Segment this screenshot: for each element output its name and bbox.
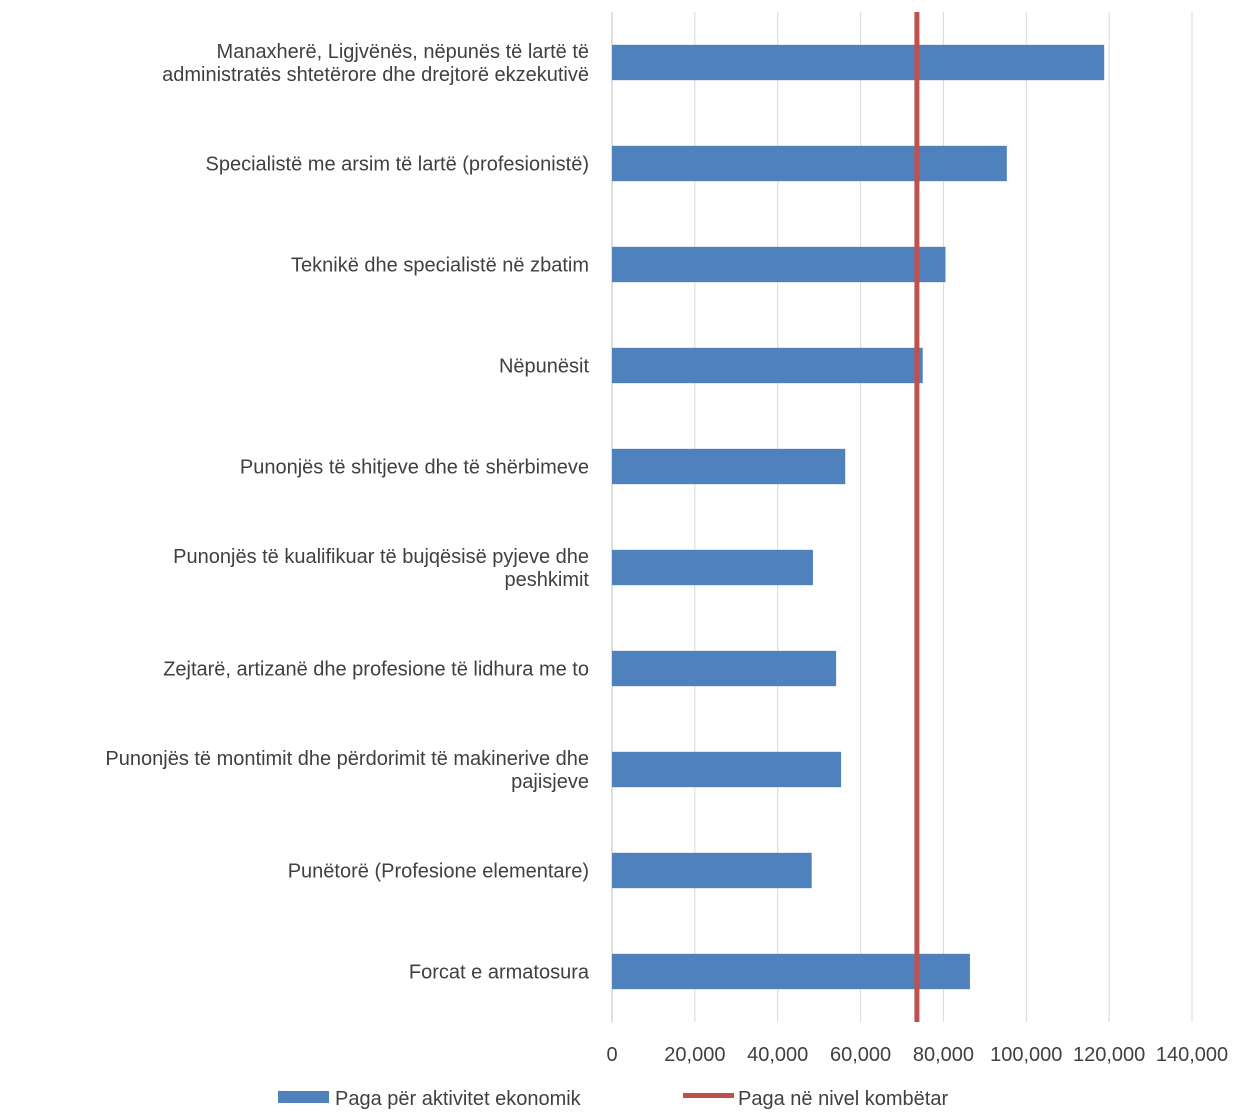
x-tick-label: 140,000 — [1156, 1044, 1228, 1066]
bar — [612, 549, 813, 586]
bar — [612, 852, 812, 889]
bar — [612, 44, 1105, 81]
legend-swatch-line — [683, 1093, 734, 1098]
legend-label-line: Paga në nivel kombëtar — [738, 1088, 948, 1110]
bar — [612, 145, 1007, 182]
x-axis-tick-labels: 0 20,000 40,000 60,000 80,000 100,000 120,000 1… — [606, 1044, 1228, 1066]
category-label: Forcat e armatosura — [409, 962, 590, 984]
category-label: Nëpunësit — [499, 356, 590, 378]
x-tick-label: 20,000 — [664, 1044, 725, 1066]
category-label: Teknikë dhe specialistë në zbatim — [291, 255, 589, 277]
legend: Paga për aktivitet ekonomik Paga në nive… — [278, 1088, 948, 1110]
category-label: Punëtorë (Profesione elementare) — [288, 861, 589, 883]
category-label: Zejtarë, artizanë dhe profesione të lidh… — [163, 659, 589, 681]
category-label: Punonjës të shitjeve dhe të shërbimeve — [240, 457, 589, 479]
category-label: Punonjës të kualifikuar të bujqësisë pyj… — [173, 546, 589, 591]
x-tick-label: 40,000 — [747, 1044, 808, 1066]
legend-swatch-bar — [278, 1091, 329, 1103]
x-tick-label: 80,000 — [913, 1044, 974, 1066]
bar — [612, 953, 970, 990]
bar — [612, 751, 842, 788]
bar — [612, 650, 837, 687]
category-labels: Manaxherë, Ligjvënës, nëpunës të lartë t… — [105, 41, 589, 984]
x-tick-label: 100,000 — [990, 1044, 1062, 1066]
category-label: Specialistë me arsim të lartë (profesion… — [206, 154, 589, 176]
legend-label-bar: Paga për aktivitet ekonomik — [335, 1088, 582, 1110]
bar — [612, 448, 846, 485]
x-tick-label: 60,000 — [830, 1044, 891, 1066]
bar — [612, 246, 946, 283]
category-label: Manaxherë, Ligjvënës, nëpunës të lartë t… — [162, 41, 589, 86]
category-label: Punonjës të montimit dhe përdorimit të m… — [105, 748, 589, 793]
x-tick-label: 0 — [606, 1044, 617, 1066]
bar — [612, 347, 923, 384]
bars — [612, 44, 1105, 990]
x-tick-label: 120,000 — [1073, 1044, 1145, 1066]
